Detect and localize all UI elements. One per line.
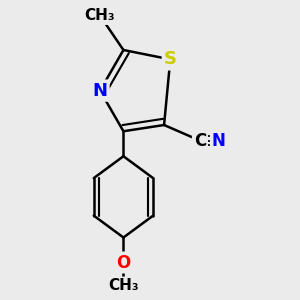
- Text: CH₃: CH₃: [85, 8, 115, 23]
- Text: C: C: [194, 132, 206, 150]
- Text: S: S: [164, 50, 177, 68]
- Text: CH₃: CH₃: [108, 278, 139, 293]
- Text: N: N: [212, 132, 226, 150]
- Text: N: N: [92, 82, 107, 100]
- Text: O: O: [116, 254, 130, 272]
